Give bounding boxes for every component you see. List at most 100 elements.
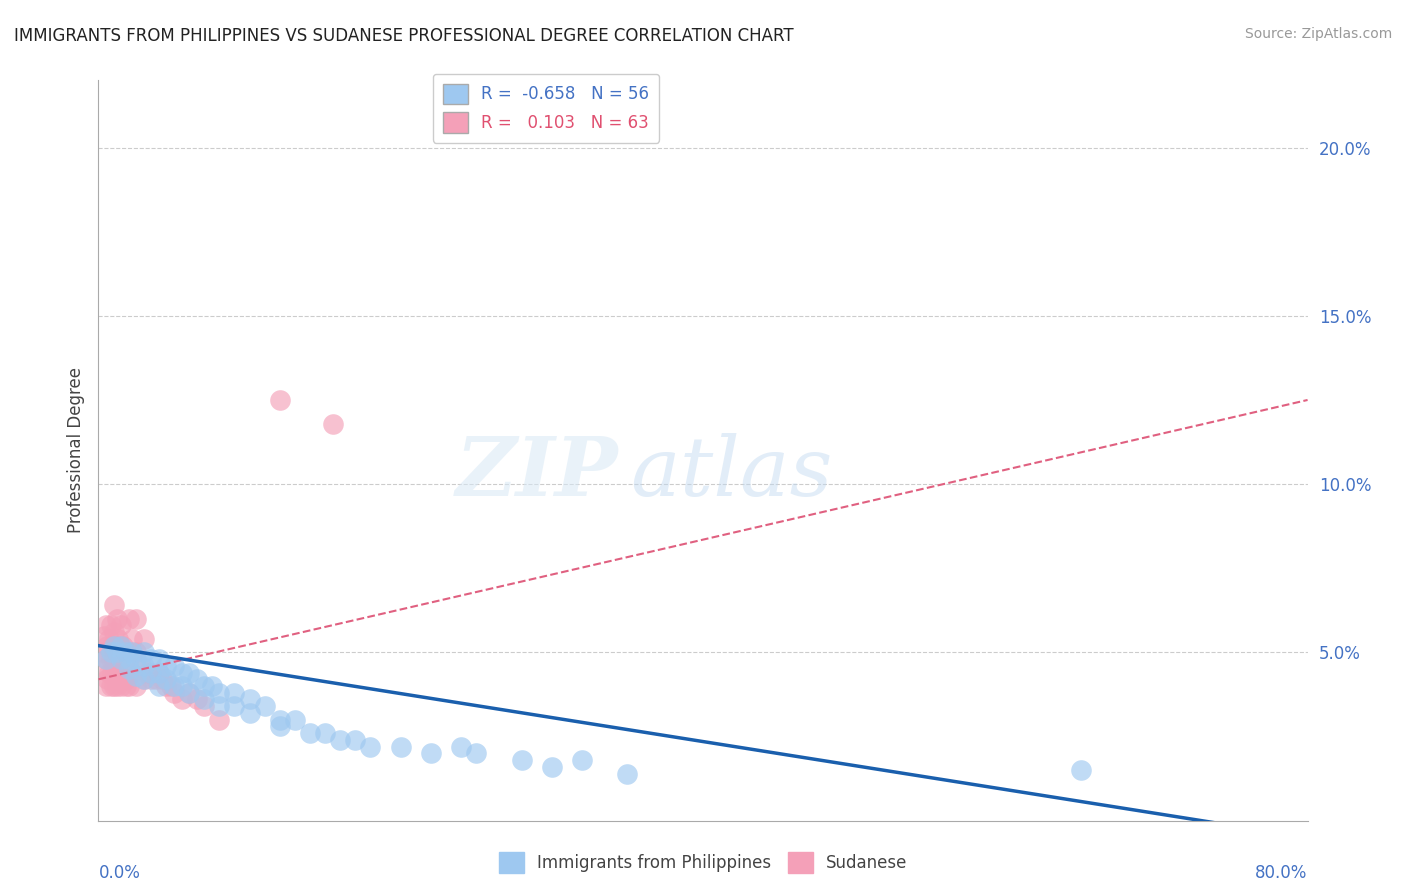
Point [112, 665, 135, 680]
Point [179, 665, 201, 680]
Point [118, 612, 141, 626]
Point [105, 612, 128, 626]
Point [135, 665, 157, 680]
Point [125, 612, 148, 626]
Point [299, 726, 322, 740]
Point [269, 719, 291, 733]
Point [160, 679, 183, 693]
Point [103, 639, 125, 653]
Point [125, 652, 148, 666]
Point [141, 652, 163, 666]
Point [571, 753, 593, 767]
Point [110, 618, 132, 632]
Point [170, 665, 193, 680]
Point [329, 732, 352, 747]
Point [118, 645, 141, 659]
Point [100, 679, 122, 693]
Point [121, 665, 143, 680]
Point [129, 658, 152, 673]
Point [105, 645, 128, 659]
Point [284, 713, 307, 727]
Point [269, 392, 291, 407]
Point [322, 417, 344, 431]
Point [224, 686, 246, 700]
Point [141, 673, 163, 687]
Point [104, 665, 127, 680]
Point [420, 747, 443, 761]
Point [110, 652, 132, 666]
Point [105, 645, 128, 659]
Point [105, 679, 128, 693]
Point [201, 679, 224, 693]
Point [239, 706, 262, 720]
Point [344, 732, 367, 747]
Point [103, 625, 125, 640]
Point [115, 673, 138, 687]
Point [186, 673, 208, 687]
Point [389, 739, 412, 754]
Point [208, 699, 231, 714]
Point [94, 618, 117, 632]
Point [111, 673, 134, 687]
Point [100, 652, 122, 666]
Point [101, 639, 124, 653]
Point [616, 766, 638, 780]
Point [132, 632, 155, 646]
Point [145, 673, 167, 687]
Point [465, 747, 488, 761]
Text: ZIP: ZIP [456, 433, 619, 513]
Point [110, 639, 132, 653]
Point [121, 645, 143, 659]
Point [1070, 763, 1092, 777]
Point [93, 628, 115, 642]
Point [114, 645, 136, 659]
Point [132, 673, 155, 687]
Point [114, 679, 136, 693]
Point [107, 632, 129, 646]
Point [193, 692, 215, 706]
Point [108, 673, 131, 687]
Point [98, 632, 121, 646]
Point [125, 669, 148, 683]
Point [148, 665, 170, 680]
Point [163, 658, 186, 673]
Point [107, 665, 129, 680]
Point [163, 686, 186, 700]
Point [125, 679, 148, 693]
Point [155, 679, 177, 693]
Point [186, 692, 208, 706]
Point [118, 652, 141, 666]
Text: Source: ZipAtlas.com: Source: ZipAtlas.com [1244, 27, 1392, 41]
Point [93, 662, 115, 676]
Text: 0.0%: 0.0% [98, 864, 141, 882]
Point [208, 713, 231, 727]
Point [540, 760, 562, 774]
Point [148, 665, 170, 680]
Point [170, 679, 193, 693]
Point [150, 673, 173, 687]
Point [96, 673, 118, 687]
Point [110, 679, 132, 693]
Point [94, 652, 117, 666]
Text: atlas: atlas [630, 433, 832, 513]
Point [100, 618, 122, 632]
Point [193, 699, 215, 714]
Point [114, 645, 136, 659]
Point [94, 679, 117, 693]
Point [269, 713, 291, 727]
Text: 80.0%: 80.0% [1256, 864, 1308, 882]
Point [179, 686, 201, 700]
Point [163, 679, 186, 693]
Legend: R =  -0.658   N = 56, R =   0.103   N = 63: R = -0.658 N = 56, R = 0.103 N = 63 [433, 74, 659, 143]
Point [208, 686, 231, 700]
Point [103, 652, 125, 666]
Point [132, 658, 155, 673]
Point [510, 753, 533, 767]
Point [141, 665, 163, 680]
Y-axis label: Professional Degree: Professional Degree [66, 368, 84, 533]
Point [179, 686, 201, 700]
Point [96, 639, 118, 653]
Point [360, 739, 382, 754]
Point [94, 652, 117, 666]
Point [101, 665, 124, 680]
